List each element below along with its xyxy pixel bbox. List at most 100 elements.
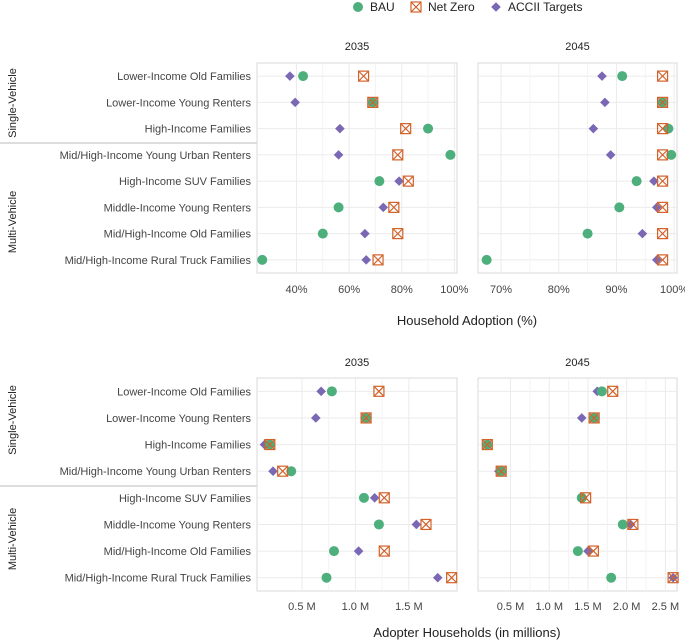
point-bau-high-income-suv-families-marker bbox=[576, 492, 587, 503]
point-net-zero-high-income-families-marker bbox=[481, 438, 493, 451]
point-net-zero-mid-high-income-young-urban-renters-marker-cross-b bbox=[657, 149, 669, 161]
facet-title-2035: 2035 bbox=[345, 357, 369, 369]
tick-label-1-5-m: 1.5 M bbox=[574, 601, 602, 613]
category-label-mid-high-income-rural-truck-families: Mid/High-Income Rural Truck Families bbox=[65, 573, 252, 585]
point-bau-mid-high-income-rural-truck-families-marker bbox=[481, 254, 492, 265]
point-net-zero-mid-high-income-old-families-marker bbox=[656, 228, 669, 240]
panel-frame bbox=[256, 62, 458, 274]
group-label-single-vehicle: Single-Vehicle bbox=[7, 385, 19, 455]
point-accii-targets-middle-income-young-renters-marker bbox=[652, 202, 662, 213]
point-net-zero-high-income-families-marker-box bbox=[264, 438, 276, 451]
category-label-high-income-families: High-Income Families bbox=[145, 440, 252, 452]
point-bau-middle-income-young-renters-marker bbox=[614, 202, 625, 213]
legend-item-accii-targets: ACCII Targets bbox=[491, 0, 582, 14]
point-net-zero-mid-high-income-rural-truck-families-marker-cross-b bbox=[667, 572, 679, 584]
category-label-middle-income-young-renters: Middle-Income Young Renters bbox=[104, 202, 252, 214]
point-net-zero-high-income-families-marker-cross-b bbox=[481, 439, 493, 450]
panel-2035: 0.5 M 1.0 M 1.5 M 2035 bbox=[256, 357, 458, 613]
category-label-high-income-suv-families: High-Income SUV Families bbox=[119, 493, 252, 505]
category-label-mid-high-income-old-families: Mid/High-Income Old Families bbox=[104, 229, 252, 241]
point-net-zero-lower-income-old-families-marker-cross-b bbox=[657, 70, 669, 82]
point-net-zero-mid-high-income-old-families-marker-cross-b bbox=[392, 228, 404, 240]
point-net-zero-middle-income-young-renters-marker-cross-b bbox=[657, 201, 669, 213]
point-net-zero-mid-high-income-old-families-marker-box bbox=[392, 228, 404, 240]
x-axis-label: Household Adoption (%) bbox=[397, 313, 537, 328]
point-net-zero-middle-income-young-renters-marker bbox=[388, 201, 400, 213]
point-bau-mid-high-income-old-families-marker bbox=[329, 546, 340, 557]
point-net-zero-middle-income-young-renters-marker bbox=[656, 201, 669, 213]
point-net-zero-high-income-families-marker-cross-b bbox=[400, 123, 412, 135]
point-net-zero-mid-high-income-young-urban-renters-marker-cross-b bbox=[277, 465, 289, 477]
category-label-mid-high-income-young-urban-renters: Mid/High-Income Young Urban Renters bbox=[60, 466, 252, 478]
point-net-zero-lower-income-young-renters-marker bbox=[588, 412, 600, 424]
facet-title-2045: 2045 bbox=[565, 357, 589, 369]
point-net-zero-mid-high-income-young-urban-renters-marker-box bbox=[277, 465, 289, 477]
point-bau-mid-high-income-old-families-marker bbox=[582, 228, 593, 239]
category-label-lower-income-old-families: Lower-Income Old Families bbox=[117, 386, 251, 398]
point-accii-targets-mid-high-income-young-urban-renters-marker bbox=[605, 150, 616, 160]
legend-item-bau: BAU bbox=[353, 0, 395, 14]
category-label-high-income-suv-families: High-Income SUV Families bbox=[119, 176, 252, 188]
point-net-zero-middle-income-young-renters-marker-box bbox=[420, 518, 432, 531]
tick-label-80: 80% bbox=[391, 284, 413, 296]
point-net-zero-mid-high-income-old-families-marker-box bbox=[587, 545, 599, 557]
point-net-zero-lower-income-young-renters-marker-box bbox=[360, 412, 372, 424]
tick-label-2-0-m: 2.0 M bbox=[613, 601, 641, 613]
point-net-zero-mid-high-income-old-families-marker-box bbox=[378, 545, 390, 557]
point-net-zero-middle-income-young-renters-marker-box bbox=[388, 201, 400, 213]
tick-label-60: 60% bbox=[338, 284, 360, 296]
point-bau-lower-income-old-families-marker bbox=[298, 71, 309, 82]
point-accii-targets-high-income-suv-families-marker bbox=[649, 176, 659, 186]
point-net-zero-high-income-suv-families-marker bbox=[402, 175, 414, 187]
panel-2045: 0.5 M 1.0 M 1.5 M 2.0 M 2.5 M 2045 bbox=[477, 357, 679, 613]
point-net-zero-mid-high-income-old-families-marker-box bbox=[656, 228, 669, 240]
point-bau-middle-income-young-renters-marker bbox=[333, 202, 344, 213]
point-net-zero-high-income-suv-families-marker bbox=[580, 492, 592, 504]
panel-2045: 70% 80% 90% 100% 2045 bbox=[477, 41, 685, 296]
point-net-zero-lower-income-old-families-marker-box bbox=[357, 70, 370, 82]
tick-label-70: 70% bbox=[490, 284, 512, 296]
legend-label-bau: BAU bbox=[370, 0, 395, 14]
point-net-zero-high-income-suv-families-marker-box bbox=[378, 492, 390, 504]
point-net-zero-high-income-families-marker-cross-b bbox=[657, 123, 669, 135]
point-net-zero-mid-high-income-old-families-marker bbox=[378, 545, 390, 557]
point-accii-targets-mid-high-income-old-families-marker bbox=[353, 546, 364, 556]
point-net-zero-lower-income-young-renters-marker-cross-b bbox=[360, 412, 372, 424]
adopter-households-chart: Lower-Income Old Families Lower-Income Yo… bbox=[0, 357, 679, 640]
point-net-zero-lower-income-old-families-marker bbox=[656, 70, 669, 82]
point-net-zero-high-income-suv-families-marker bbox=[656, 175, 669, 187]
point-net-zero-lower-income-young-renters-marker-cross-b bbox=[657, 96, 669, 108]
point-net-zero-middle-income-young-renters-marker-box bbox=[656, 201, 669, 213]
point-net-zero-mid-high-income-rural-truck-families-marker bbox=[667, 572, 679, 584]
point-accii-targets-mid-high-income-rural-truck-families-marker bbox=[432, 572, 443, 583]
point-net-zero-high-income-suv-families-marker-cross-b bbox=[402, 175, 414, 187]
point-net-zero-high-income-families-marker-cross-b bbox=[264, 439, 276, 450]
point-bau-mid-high-income-young-urban-renters-marker bbox=[445, 149, 456, 160]
legend-accii-targets-marker bbox=[491, 2, 501, 12]
point-net-zero-lower-income-old-families-marker bbox=[357, 70, 370, 82]
point-net-zero-lower-income-old-families-marker-cross-b bbox=[607, 385, 619, 397]
point-net-zero-lower-income-young-renters-marker-box bbox=[588, 412, 600, 424]
x-axis-label: Adopter Households (in millions) bbox=[373, 625, 560, 640]
point-bau-mid-high-income-rural-truck-families-marker bbox=[606, 572, 617, 583]
point-net-zero-middle-income-young-renters-marker-box bbox=[627, 518, 639, 531]
legend-net-zero-marker bbox=[410, 1, 422, 13]
point-net-zero-high-income-suv-families-marker-box bbox=[656, 175, 669, 187]
point-net-zero-high-income-families-marker-box bbox=[481, 438, 493, 451]
point-net-zero-mid-high-income-old-families-marker bbox=[587, 545, 599, 557]
adoption-percentage-chart: Lower-Income Old Families Lower-Income Yo… bbox=[0, 41, 685, 328]
point-net-zero-mid-high-income-rural-truck-families-marker bbox=[656, 254, 669, 266]
tick-label-40: 40% bbox=[285, 284, 307, 296]
facet-title-2045: 2045 bbox=[565, 41, 589, 53]
tick-label-90: 90% bbox=[605, 284, 627, 296]
point-bau-middle-income-young-renters-marker bbox=[373, 519, 384, 530]
point-bau-lower-income-old-families-marker bbox=[617, 71, 628, 82]
point-net-zero-lower-income-young-renters-marker-cross-b bbox=[367, 96, 379, 108]
point-net-zero-mid-high-income-young-urban-renters-marker bbox=[277, 465, 289, 477]
point-accii-targets-mid-high-income-young-urban-renters-marker bbox=[268, 466, 278, 476]
point-net-zero-mid-high-income-old-families-marker bbox=[392, 228, 404, 240]
point-bau-mid-high-income-rural-truck-families-marker bbox=[257, 254, 268, 265]
point-net-zero-lower-income-old-families-marker-box bbox=[607, 385, 619, 397]
point-net-zero-middle-income-young-renters-marker-cross-b bbox=[420, 519, 432, 530]
point-accii-targets-middle-income-young-renters-marker bbox=[411, 519, 422, 530]
